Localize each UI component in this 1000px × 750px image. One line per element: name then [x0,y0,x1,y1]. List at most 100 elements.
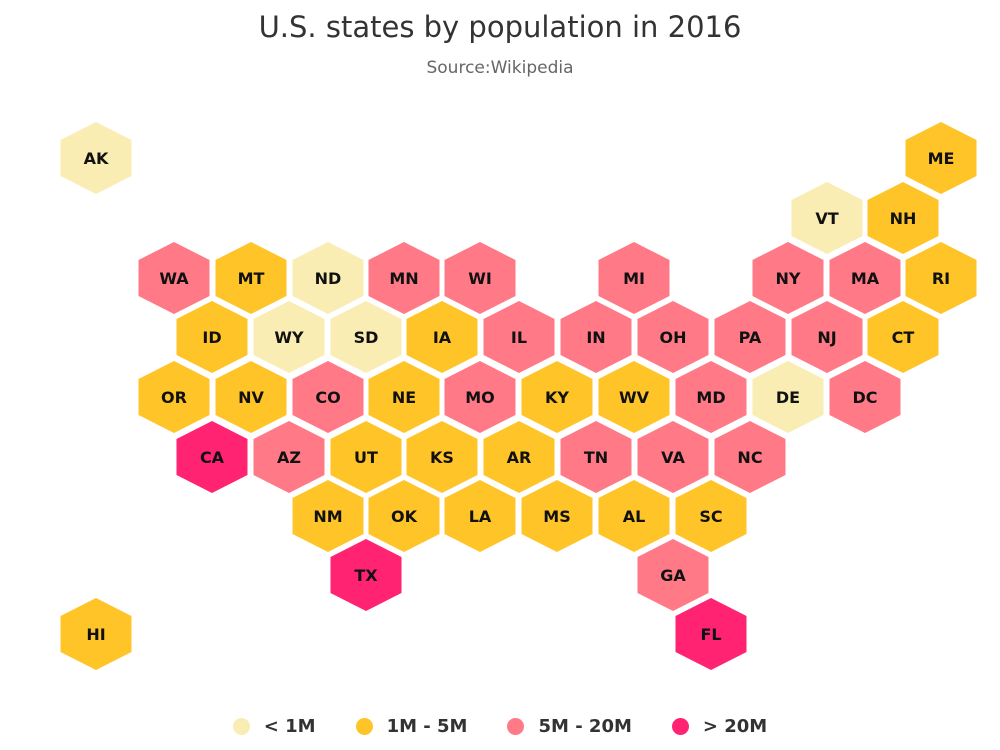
state-code-label: OH [660,328,687,347]
hex-tile-sd[interactable]: SD [330,301,402,373]
hexagon-shape [905,242,977,314]
hexagon-shape [675,361,747,433]
hex-tile-dc[interactable]: DC [829,361,901,433]
hex-tile-ga[interactable]: GA [637,539,709,611]
hex-tile-co[interactable]: CO [292,361,364,433]
hex-tile-ut[interactable]: UT [330,421,402,493]
hexagon-shape [560,421,632,493]
state-code-label: ID [202,328,221,347]
hex-tile-or[interactable]: OR [138,361,210,433]
legend-item-1m-5m[interactable]: 1M - 5M [355,716,467,737]
hexagon-shape [829,361,901,433]
hex-tile-wy[interactable]: WY [253,301,325,373]
hex-tile-ks[interactable]: KS [406,421,478,493]
hex-tile-mn[interactable]: MN [368,242,440,314]
hex-tile-ar[interactable]: AR [483,421,555,493]
hexagon-shape [637,421,709,493]
hex-tile-ky[interactable]: KY [521,361,593,433]
legend-label: > 20M [702,716,768,737]
hex-tile-ct[interactable]: CT [867,301,939,373]
legend-item-gt20m[interactable]: > 20M [671,716,768,737]
state-code-label: MD [696,388,725,407]
hex-tile-ne[interactable]: NE [368,361,440,433]
legend-item-lt1m[interactable]: < 1M [232,716,316,737]
hex-tile-tn[interactable]: TN [560,421,632,493]
legend-item-5m-20m[interactable]: 5M - 20M [507,716,632,737]
hex-tile-ok[interactable]: OK [368,480,440,552]
hexagon-shape [406,421,478,493]
state-code-label: CA [200,448,225,467]
state-code-label: MI [623,269,645,288]
hex-tile-wv[interactable]: WV [598,361,670,433]
hex-tile-nc[interactable]: NC [714,421,786,493]
legend-label: 5M - 20M [538,716,632,737]
hex-tile-wi[interactable]: WI [444,242,516,314]
hexagon-shape [253,421,325,493]
state-code-label: HI [86,625,105,644]
hex-tile-fl[interactable]: FL [675,598,747,670]
hexagon-shape [791,301,863,373]
hex-tile-ma[interactable]: MA [829,242,901,314]
hexagon-shape [521,361,593,433]
hex-tile-nv[interactable]: NV [215,361,287,433]
state-code-label: MS [543,507,570,526]
hex-tile-mo[interactable]: MO [444,361,516,433]
hex-tile-ms[interactable]: MS [521,480,593,552]
hex-tile-tx[interactable]: TX [330,539,402,611]
hex-tile-nj[interactable]: NJ [791,301,863,373]
legend-dot-icon [507,718,525,735]
hex-tile-ny[interactable]: NY [752,242,824,314]
state-code-label: MA [851,269,880,288]
hex-tile-hi[interactable]: HI [60,598,132,670]
hex-tile-nm[interactable]: NM [292,480,364,552]
hex-tile-md[interactable]: MD [675,361,747,433]
state-code-label: NC [737,448,762,467]
hexagon-shape [368,361,440,433]
hex-tile-ia[interactable]: IA [406,301,478,373]
hexagon-shape [637,301,709,373]
hex-tile-pa[interactable]: PA [714,301,786,373]
state-code-label: AK [84,149,109,168]
state-code-label: WY [274,328,304,347]
hexagon-shape [867,301,939,373]
state-code-label: AL [623,507,646,526]
hex-tile-wa[interactable]: WA [138,242,210,314]
hex-tile-sc[interactable]: SC [675,480,747,552]
hex-tile-ca[interactable]: CA [176,421,248,493]
hex-tile-id[interactable]: ID [176,301,248,373]
hex-tile-il[interactable]: IL [483,301,555,373]
hex-tile-nh[interactable]: NH [867,182,939,254]
hex-tile-vt[interactable]: VT [791,182,863,254]
chart-title: U.S. states by population in 2016 [258,10,742,44]
hex-tile-me[interactable]: ME [905,122,977,194]
state-code-label: WA [159,269,189,288]
hex-tile-la[interactable]: LA [444,480,516,552]
hexagon-shape [406,301,478,373]
hex-tile-oh[interactable]: OH [637,301,709,373]
hexagon-shape [521,480,593,552]
hex-tile-nd[interactable]: ND [292,242,364,314]
hex-tile-ak[interactable]: AK [60,122,132,194]
hex-tile-mt[interactable]: MT [215,242,287,314]
hex-tile-mi[interactable]: MI [598,242,670,314]
hexagon-shape [752,361,824,433]
legend: < 1M 1M - 5M 5M - 20M > 20M [0,716,1000,737]
state-code-label: AZ [277,448,301,467]
hex-tile-de[interactable]: DE [752,361,824,433]
hex-tile-al[interactable]: AL [598,480,670,552]
state-code-label: NJ [817,328,836,347]
state-code-label: TX [354,566,378,585]
state-code-label: OR [161,388,187,407]
hexagon-shape [176,301,248,373]
state-code-label: WV [619,388,650,407]
state-code-label: NH [890,209,917,228]
hexagon-shape [368,242,440,314]
hexagon-shape [368,480,440,552]
hex-tile-in[interactable]: IN [560,301,632,373]
hex-tile-ri[interactable]: RI [905,242,977,314]
state-code-label: NM [313,507,342,526]
hex-tile-az[interactable]: AZ [253,421,325,493]
hexagon-shape [138,361,210,433]
state-code-label: SC [699,507,722,526]
hex-tile-va[interactable]: VA [637,421,709,493]
